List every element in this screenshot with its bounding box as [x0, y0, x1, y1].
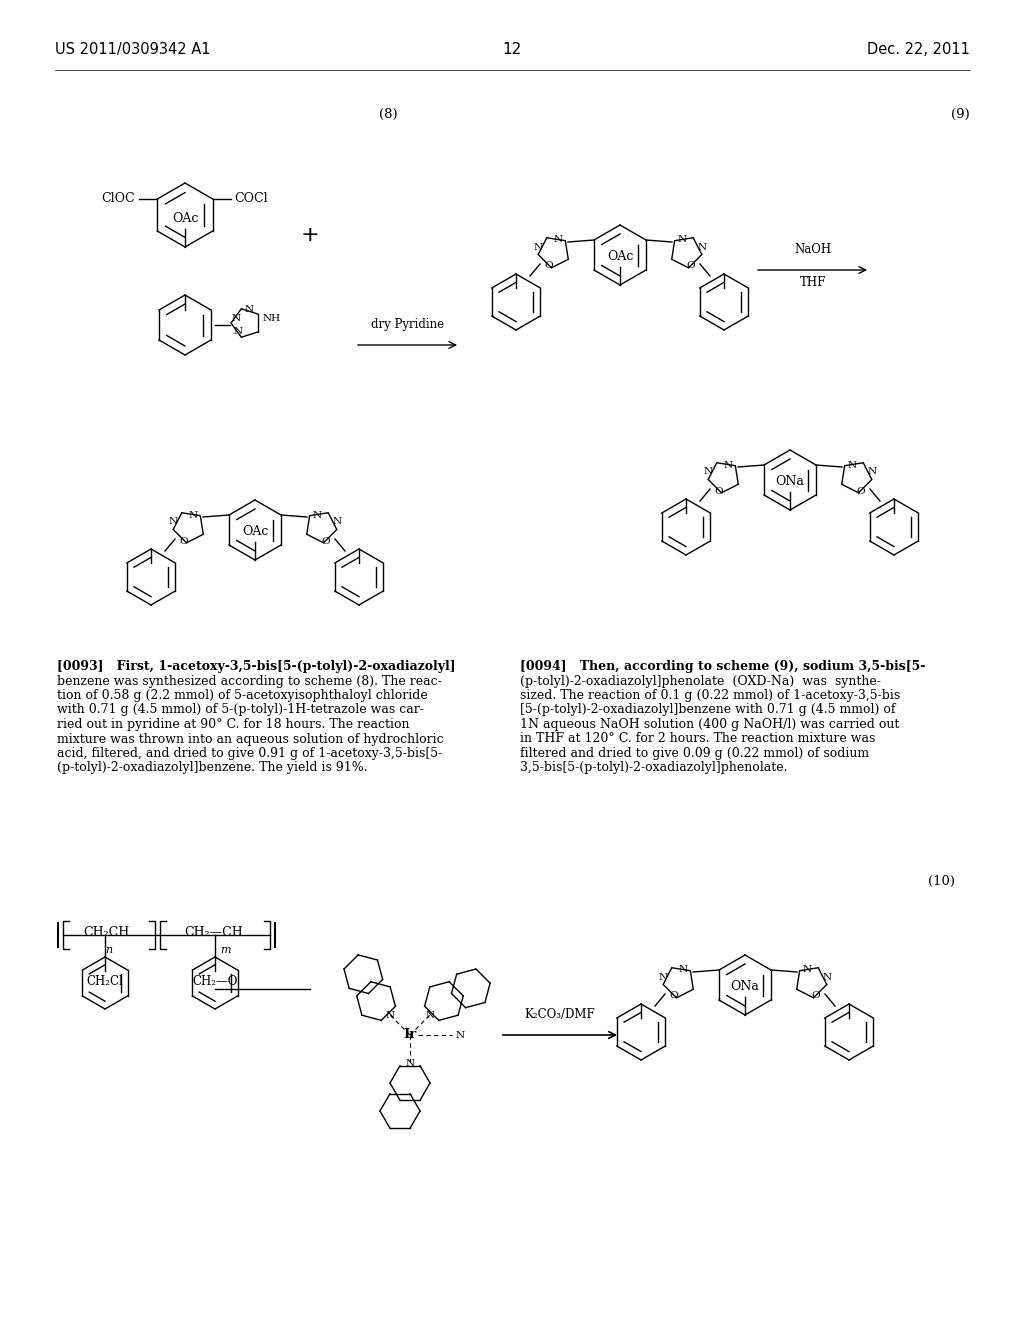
Text: O: O [545, 261, 553, 271]
Text: N: N [703, 467, 713, 477]
Text: n: n [104, 945, 112, 954]
Text: N: N [534, 243, 543, 252]
Text: benzene was synthesized according to scheme (8). The reac-: benzene was synthesized according to sch… [57, 675, 441, 688]
Text: OAc: OAc [172, 213, 199, 224]
Text: (9): (9) [951, 108, 970, 121]
Text: OAc: OAc [607, 249, 633, 263]
Text: mixture was thrown into an aqueous solution of hydrochloric: mixture was thrown into an aqueous solut… [57, 733, 443, 746]
Text: Ir: Ir [403, 1028, 417, 1041]
Text: ONa: ONa [775, 475, 805, 488]
Text: N: N [822, 973, 831, 982]
Text: N: N [803, 965, 812, 974]
Text: sized. The reaction of 0.1 g (0.22 mmol) of 1-acetoxy-3,5-bis: sized. The reaction of 0.1 g (0.22 mmol)… [520, 689, 900, 702]
Text: N: N [231, 314, 241, 323]
Text: CH₂Cl: CH₂Cl [87, 975, 123, 987]
Text: K₂CO₃/DMF: K₂CO₃/DMF [524, 1008, 595, 1020]
Text: N: N [333, 517, 342, 527]
Text: N: N [678, 235, 686, 244]
Text: THF: THF [800, 276, 826, 289]
Text: N: N [553, 235, 562, 244]
Text: N: N [848, 461, 856, 470]
Text: US 2011/0309342 A1: US 2011/0309342 A1 [55, 42, 211, 57]
Text: N: N [245, 305, 254, 314]
Text: in THF at 120° C. for 2 hours. The reaction mixture was: in THF at 120° C. for 2 hours. The react… [520, 733, 876, 746]
Text: NaOH: NaOH [795, 243, 831, 256]
Text: Dec. 22, 2011: Dec. 22, 2011 [867, 42, 970, 57]
Text: ried out in pyridine at 90° C. for 18 hours. The reaction: ried out in pyridine at 90° C. for 18 ho… [57, 718, 410, 731]
Text: N: N [312, 511, 322, 520]
Text: COCl: COCl [234, 193, 268, 206]
Text: N: N [386, 1011, 395, 1020]
Text: (p-tolyl)-2-oxadiazolyl]benzene. The yield is 91%.: (p-tolyl)-2-oxadiazolyl]benzene. The yie… [57, 762, 368, 775]
Text: N: N [425, 1011, 434, 1020]
Text: 3,5-bis[5-(p-tolyl)-2-oxadiazolyl]phenolate.: 3,5-bis[5-(p-tolyl)-2-oxadiazolyl]phenol… [520, 762, 787, 775]
Text: N: N [724, 461, 732, 470]
Text: N: N [169, 517, 177, 527]
Text: N: N [456, 1031, 465, 1040]
Text: ONa: ONa [730, 979, 760, 993]
Text: 12: 12 [503, 42, 521, 57]
Text: CH₂—CH: CH₂—CH [184, 927, 243, 940]
Text: dry Pyridine: dry Pyridine [372, 318, 444, 331]
Text: CH₂—O: CH₂—O [193, 975, 238, 987]
Text: O: O [670, 991, 678, 1001]
Text: (10): (10) [928, 875, 955, 888]
Text: [0094]   Then, according to scheme (9), sodium 3,5-bis[5-: [0094] Then, according to scheme (9), so… [520, 660, 926, 673]
Text: O: O [715, 487, 723, 495]
Text: with 0.71 g (4.5 mmol) of 5-(p-tolyl)-1H-tetrazole was car-: with 0.71 g (4.5 mmol) of 5-(p-tolyl)-1H… [57, 704, 424, 717]
Text: m: m [220, 945, 230, 954]
Text: tion of 0.58 g (2.2 mmol) of 5-acetoxyisophthaloyl chloride: tion of 0.58 g (2.2 mmol) of 5-acetoxyis… [57, 689, 428, 702]
Text: ClOC: ClOC [101, 193, 135, 206]
Text: O: O [322, 536, 331, 545]
Text: OAc: OAc [242, 525, 268, 539]
Text: O: O [857, 487, 865, 495]
Text: O: O [179, 536, 188, 545]
Text: NH: NH [263, 314, 282, 323]
Text: filtered and dried to give 0.09 g (0.22 mmol) of sodium: filtered and dried to give 0.09 g (0.22 … [520, 747, 869, 760]
Text: N: N [188, 511, 198, 520]
Text: CH₂CH: CH₂CH [83, 927, 130, 940]
Text: +: + [301, 224, 319, 246]
Text: N: N [406, 1059, 415, 1068]
Text: N: N [658, 973, 668, 982]
Text: N: N [867, 467, 877, 477]
Text: [5-(p-tolyl)-2-oxadiazolyl]benzene with 0.71 g (4.5 mmol) of: [5-(p-tolyl)-2-oxadiazolyl]benzene with … [520, 704, 896, 717]
Text: [0093]   First, 1-acetoxy-3,5-bis[5-(p-tolyl)-2-oxadiazolyl]: [0093] First, 1-acetoxy-3,5-bis[5-(p-tol… [57, 660, 456, 673]
Text: 1N aqueous NaOH solution (400 g NaOH/l) was carried out: 1N aqueous NaOH solution (400 g NaOH/l) … [520, 718, 899, 731]
Text: N: N [233, 327, 243, 337]
Text: acid, filtered, and dried to give 0.91 g of 1-acetoxy-3,5-bis[5-: acid, filtered, and dried to give 0.91 g… [57, 747, 442, 760]
Text: N: N [679, 965, 687, 974]
Text: N: N [697, 243, 707, 252]
Text: O: O [812, 991, 820, 1001]
Text: (p-tolyl)-2-oxadiazolyl]phenolate  (OXD-Na)  was  synthe-: (p-tolyl)-2-oxadiazolyl]phenolate (OXD-N… [520, 675, 881, 688]
Text: (8): (8) [379, 108, 397, 121]
Text: O: O [687, 261, 695, 271]
